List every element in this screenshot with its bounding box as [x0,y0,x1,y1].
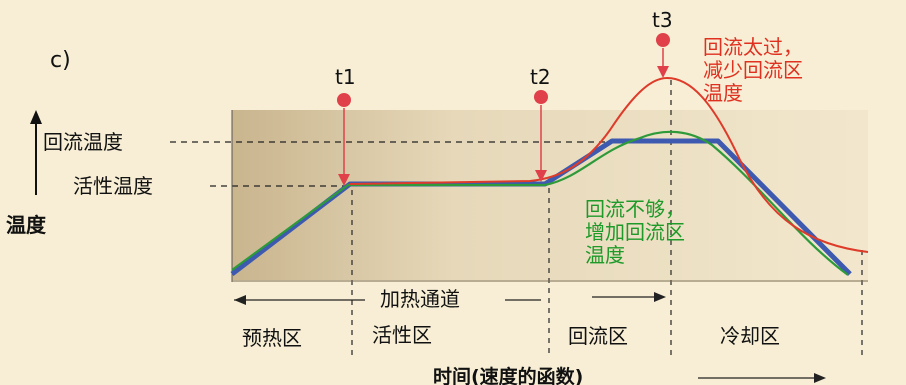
y-axis-label: 温度 [6,213,47,237]
reflow-temp-label: 回流温度 [43,130,123,154]
zone-label-preheat: 预热区 [242,326,302,350]
t2-marker-dot [534,90,548,104]
active-temp-label: 活性温度 [73,174,153,198]
not-enough-line-1: 回流不够， [585,197,685,221]
t3-marker-dot [656,33,670,47]
t2-arrow-head [535,170,547,182]
zone-label-reflow: 回流区 [568,324,628,348]
t1-label: t1 [335,65,356,89]
t1-arrow-head [338,174,350,186]
panel-label: c) [50,48,71,73]
t1-marker-dot [337,93,351,107]
too-much-line-3: 温度 [703,81,743,105]
zone-label-cooling: 冷却区 [720,324,780,348]
x-axis-label: 时间(速度的函数) [433,365,583,385]
channel-arrow-right-head [654,292,666,302]
not-enough-line-3: 温度 [585,243,625,267]
t3-arrow-head [657,66,669,78]
t3-label: t3 [652,8,673,32]
heating-channel-label: 加热通道 [380,287,460,311]
y-axis-arrow-head [30,110,42,124]
zone-label-active: 活性区 [372,323,432,347]
x-axis-arrow-head [814,373,826,383]
too-much-line-2: 减少回流区 [703,58,803,82]
not-enough-line-2: 增加回流区 [585,220,685,244]
t2-label: t2 [530,65,551,89]
too-much-line-1: 回流太过， [703,35,803,59]
channel-arrow-left-head [234,295,246,305]
red-profile-curve [349,76,869,253]
